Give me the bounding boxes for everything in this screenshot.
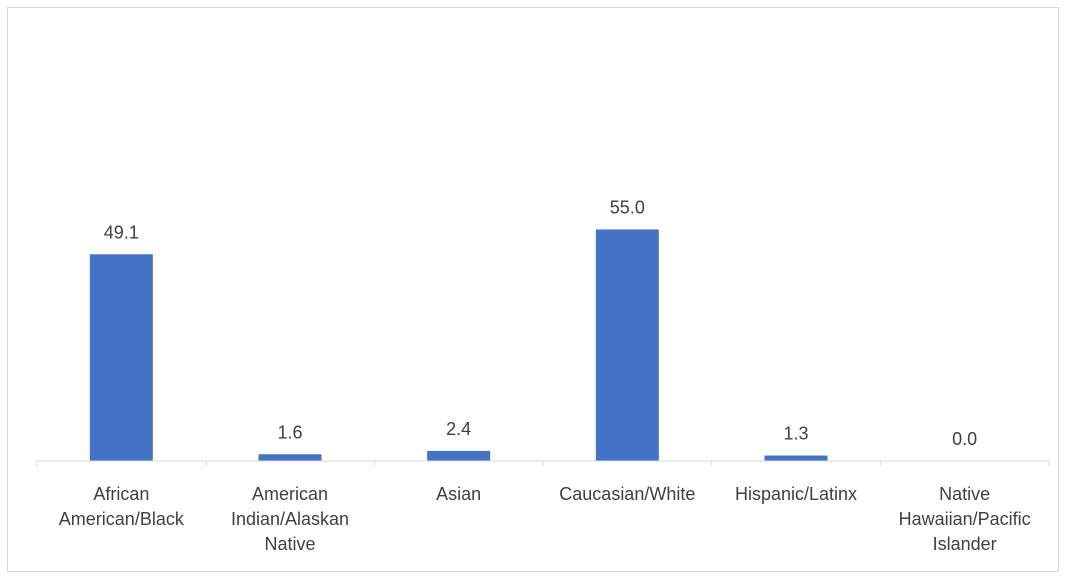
x-tick-label-line: Asian — [436, 484, 481, 504]
bar — [595, 229, 659, 461]
x-tick-label-line: Caucasian/White — [559, 484, 695, 504]
chart-area — [7, 7, 1059, 572]
x-axis — [36, 460, 1050, 466]
x-tick-label-line: Native — [939, 484, 990, 504]
x-tick-label-line: African — [93, 484, 149, 504]
data-label: 49.1 — [104, 222, 139, 242]
x-tick-label-line: Native — [264, 534, 315, 554]
data-label: 55.0 — [610, 197, 645, 217]
x-tick-label: Caucasian/White — [559, 484, 695, 504]
bar — [427, 450, 491, 461]
data-label: 1.3 — [783, 424, 808, 444]
x-tick-label-line: Hawaiian/Pacific — [899, 509, 1031, 529]
x-tick-labels: African American/Black American Indian/Alas… — [59, 484, 1031, 554]
x-tick-label-line: American/Black — [59, 509, 185, 529]
bar — [89, 254, 153, 461]
x-tick-label: Native Hawaiian/Pacific Islander — [899, 484, 1031, 554]
bar — [764, 455, 828, 461]
x-tick-label: American Indian/Alaskan Native — [231, 484, 349, 554]
x-tick-label-line: Indian/Alaskan — [231, 509, 349, 529]
x-tick-label-line: Hispanic/Latinx — [735, 484, 857, 504]
bars — [89, 229, 828, 461]
data-labels: 49.1 1.6 2.4 55.0 1.3 0.0 — [104, 197, 977, 449]
x-tick-label: Hispanic/Latinx — [735, 484, 857, 504]
x-tick-label-line: American — [252, 484, 328, 504]
x-tick-label-line: Islander — [933, 534, 997, 554]
x-tick-label: Asian — [436, 484, 481, 504]
bar — [258, 454, 322, 461]
x-tick-label: African American/Black — [59, 484, 185, 529]
data-label: 0.0 — [952, 429, 977, 449]
data-label: 2.4 — [446, 419, 471, 439]
data-label: 1.6 — [277, 422, 302, 442]
